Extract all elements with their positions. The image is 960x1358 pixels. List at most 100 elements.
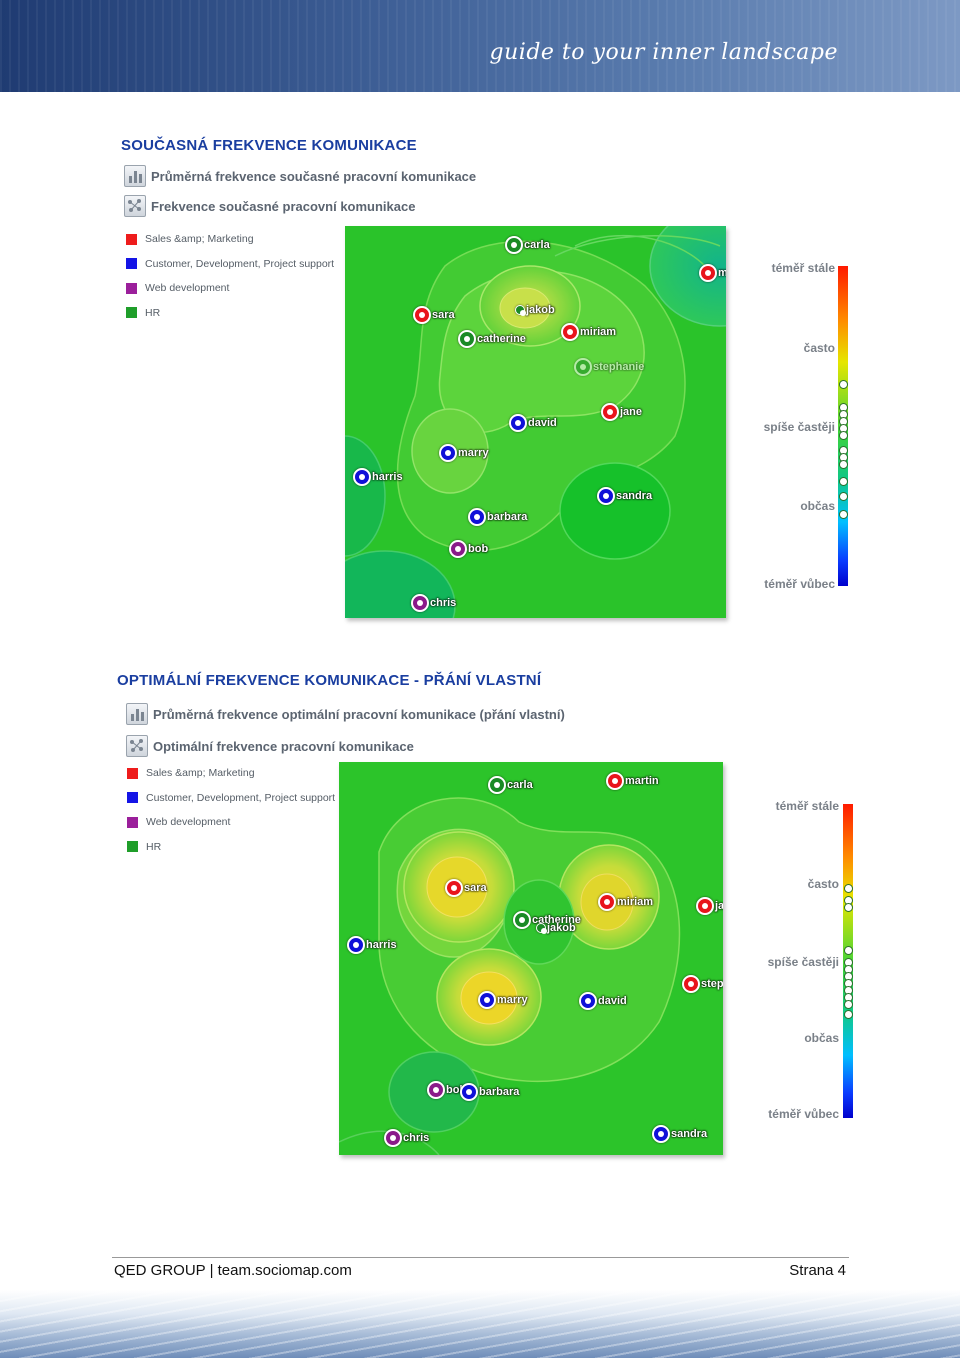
section-1-scale-label-always: téměř stále xyxy=(771,261,835,275)
section-2-title: OPTIMÁLNÍ FREKVENCE KOMUNIKACE - PŘÁNÍ V… xyxy=(117,672,542,689)
person-marker-icon xyxy=(353,468,371,486)
section-2-subtitle-frequency: Optimální frekvence pracovní komunikace xyxy=(126,735,414,757)
person-marker-icon xyxy=(427,1081,445,1099)
person-marker-icon xyxy=(579,992,597,1010)
scale-marker-icon xyxy=(839,460,848,469)
network-icon xyxy=(124,195,146,217)
scale-marker-icon xyxy=(844,946,853,955)
person-name: jakob xyxy=(547,922,576,934)
person-carla[interactable]: carla xyxy=(488,776,533,794)
section-2-scale-label-often: často xyxy=(807,877,839,891)
person-name: stephanie xyxy=(593,361,645,373)
person-name: carla xyxy=(507,779,533,791)
person-name: martin xyxy=(718,267,726,279)
person-marry[interactable]: marry xyxy=(478,991,528,1009)
section-1-scale-label-never: téměř vůbec xyxy=(764,577,835,591)
person-name: marry xyxy=(497,994,528,1006)
person-name: sandra xyxy=(616,490,653,502)
section-1-sociomap: carla martin jakob sara catherine miriam steph… xyxy=(345,226,726,618)
scale-marker-icon xyxy=(844,1000,853,1009)
person-marker-icon xyxy=(574,358,592,376)
person-marker-icon xyxy=(561,323,579,341)
person-jakob[interactable]: jakob xyxy=(536,922,576,934)
person-name: jane xyxy=(715,900,723,912)
person-miriam[interactable]: miriam xyxy=(598,893,653,911)
person-name: david xyxy=(598,995,627,1007)
person-marker-icon xyxy=(413,306,431,324)
person-catherine[interactable]: catherine xyxy=(458,330,526,348)
scale-marker-icon xyxy=(839,477,848,486)
person-miriam[interactable]: miriam xyxy=(561,323,616,341)
header-band: guide to your inner landscape xyxy=(0,0,960,92)
person-marker-icon xyxy=(682,975,700,993)
person-stephanie[interactable]: stephanie xyxy=(682,975,723,993)
person-name: sara xyxy=(432,309,455,321)
person-marker-icon xyxy=(347,936,365,954)
person-marker-icon xyxy=(652,1125,670,1143)
scale-marker-icon xyxy=(844,884,853,893)
person-name: david xyxy=(528,417,557,429)
person-martin[interactable]: martin xyxy=(606,772,659,790)
person-catherine[interactable]: catherine xyxy=(513,911,581,929)
section-2-subtitle-average: Průměrná frekvence optimální pracovní ko… xyxy=(126,703,565,725)
person-marker-icon xyxy=(696,897,714,915)
person-name: catherine xyxy=(532,914,581,926)
person-david[interactable]: david xyxy=(509,414,557,432)
footer-company: QED GROUP | team.sociomap.com xyxy=(114,1262,352,1279)
person-chris[interactable]: chris xyxy=(411,594,456,612)
person-marker-icon xyxy=(509,414,527,432)
scale-marker-icon xyxy=(844,1010,853,1019)
person-marker-icon xyxy=(505,236,523,254)
person-martin[interactable]: martin xyxy=(699,264,726,282)
person-harris[interactable]: harris xyxy=(347,936,397,954)
legend-item-customer: Customer, Development, Project support xyxy=(127,786,335,811)
legend-item-customer: Customer, Development, Project support xyxy=(126,252,334,277)
person-harris[interactable]: harris xyxy=(353,468,403,486)
person-marker-icon xyxy=(606,772,624,790)
person-name: barbara xyxy=(479,1086,520,1098)
person-marry[interactable]: marry xyxy=(439,444,489,462)
person-name: harris xyxy=(366,939,397,951)
section-2-scale-label-sometimes: občas xyxy=(804,1031,839,1045)
person-name: miriam xyxy=(580,326,617,338)
person-marker-icon xyxy=(598,893,616,911)
scale-marker-icon xyxy=(839,431,848,440)
person-name: marry xyxy=(458,447,489,459)
person-barbara[interactable]: barbara xyxy=(460,1083,519,1101)
section-2-subtitle-frequency-label: Optimální frekvence pracovní komunikace xyxy=(153,738,414,754)
person-sara[interactable]: sara xyxy=(445,879,487,897)
person-carla[interactable]: carla xyxy=(505,236,550,254)
person-sandra[interactable]: sandra xyxy=(597,487,652,505)
bar-chart-icon xyxy=(126,703,148,725)
person-name: jakob xyxy=(526,304,555,316)
legend-item-hr: HR xyxy=(127,835,335,860)
section-2-frequency-scale: téměř stále často spíše častěji občas té… xyxy=(752,798,867,1128)
sociomap-2-background xyxy=(339,762,723,1155)
person-jane[interactable]: jane xyxy=(696,897,723,915)
person-name: carla xyxy=(524,239,550,251)
person-bob[interactable]: bob xyxy=(449,540,488,558)
person-name: chris xyxy=(430,597,457,609)
person-sara[interactable]: sara xyxy=(413,306,455,324)
section-2-subtitle-average-label: Průměrná frekvence optimální pracovní ko… xyxy=(153,706,565,722)
person-chris[interactable]: chris xyxy=(384,1129,429,1147)
person-name: barbara xyxy=(487,511,528,523)
person-sandra[interactable]: sandra xyxy=(652,1125,707,1143)
person-marker-icon xyxy=(458,330,476,348)
person-david[interactable]: david xyxy=(579,992,627,1010)
person-marker-icon xyxy=(488,776,506,794)
section-2-scale-label-always: téměř stále xyxy=(775,799,839,813)
person-stephanie[interactable]: stephanie xyxy=(574,358,644,376)
person-marker-icon xyxy=(384,1129,402,1147)
scale-marker-icon xyxy=(844,903,853,912)
person-jane[interactable]: jane xyxy=(601,403,642,421)
person-barbara[interactable]: barbara xyxy=(468,508,527,526)
person-jakob[interactable]: jakob xyxy=(515,304,555,316)
section-1-legend: Sales &amp; Marketing Customer, Developm… xyxy=(126,227,334,325)
person-name: stephanie xyxy=(701,978,723,990)
person-marker-icon xyxy=(468,508,486,526)
person-name: harris xyxy=(372,471,403,483)
footer-decoration xyxy=(0,1290,960,1358)
section-2-scale-label-never: téměř vůbec xyxy=(768,1107,839,1121)
